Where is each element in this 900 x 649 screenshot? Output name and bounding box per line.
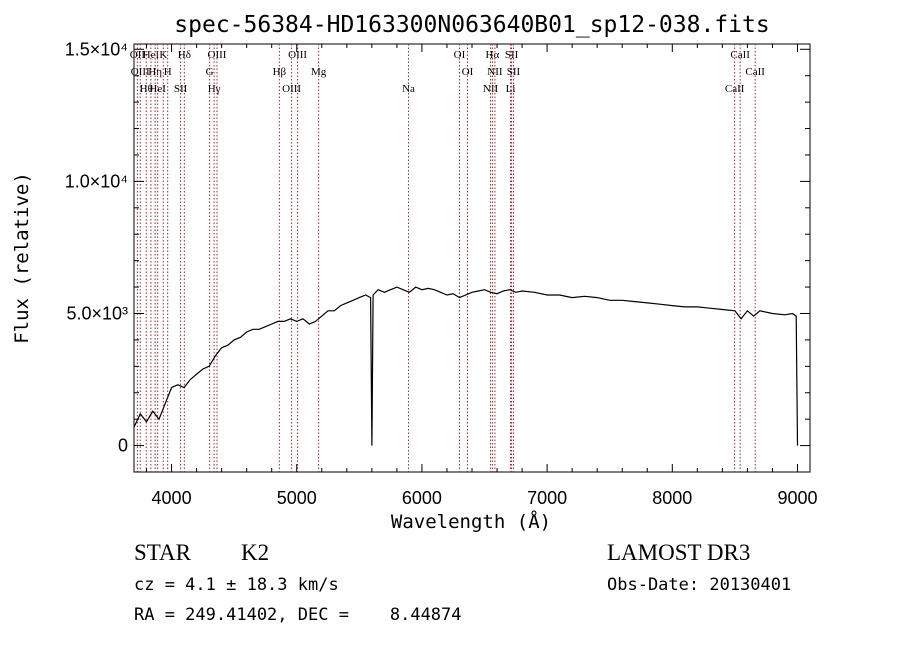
line-marker-label: Li: [506, 83, 516, 95]
line-marker-label: OIII: [282, 83, 301, 95]
line-marker-label: OI: [454, 49, 466, 61]
y-axis-label: Flux (relative): [11, 172, 33, 344]
line-marker-label: Hγ: [208, 83, 221, 95]
y-tick-label: 1.0×10⁴: [65, 171, 128, 191]
x-tick-label: 9000: [777, 488, 817, 508]
line-marker-label: K: [159, 49, 167, 61]
line-marker-label: Hβ: [273, 66, 287, 78]
line-marker-label: Hθ: [140, 83, 153, 95]
line-marker-label: CaII: [725, 83, 745, 95]
line-marker-label: OII: [130, 49, 146, 61]
x-axis-label: Wavelength (Å): [391, 510, 551, 533]
line-marker-label: Hδ: [178, 49, 191, 61]
y-tick-label: 1.5×10⁴: [65, 39, 128, 59]
object-class: STAR: [134, 540, 192, 565]
line-marker-label: HeI: [149, 83, 166, 95]
x-tick-label: 5000: [277, 488, 317, 508]
line-marker-label: OIII: [288, 49, 307, 61]
line-marker-label: G: [206, 66, 214, 78]
line-marker-label: OIII: [208, 49, 227, 61]
plot-frame: [133, 43, 811, 473]
line-marker-label: OI: [462, 66, 474, 78]
obs-date-text: Obs-Date: 20130401: [607, 575, 791, 595]
line-marker-label: CaII: [730, 49, 750, 61]
x-tick-label: 8000: [652, 488, 692, 508]
subclass: K2: [241, 540, 269, 565]
line-marker-label: HeI: [143, 49, 160, 61]
line-marker-label: SII: [505, 49, 519, 61]
line-marker-label: SII: [174, 83, 188, 95]
line-marker-label: NII: [487, 66, 503, 78]
line-marker-label: H: [164, 66, 172, 78]
x-tick-label: 4000: [152, 488, 192, 508]
y-tick-label: 0: [118, 436, 128, 456]
spectrum-line: [133, 286, 799, 446]
line-marker-label: Na: [402, 83, 415, 95]
line-marker-label: Hα: [486, 49, 500, 61]
coordinates-text: RA = 249.41402, DEC = 8.44874: [134, 605, 462, 625]
chart-title: spec-56384-HD163300N063640B01_sp12-038.f…: [174, 12, 769, 38]
line-marker-label: CaII: [745, 66, 765, 78]
line-marker-label: Mg: [311, 66, 327, 78]
redshift-text: cz = 4.1 ± 18.3 km/s: [134, 575, 339, 595]
y-tick-label: 5.0×10³: [66, 303, 128, 323]
x-tick-label: 7000: [527, 488, 567, 508]
line-marker-label: OIII: [131, 66, 150, 78]
line-marker-label: NII: [483, 83, 499, 95]
x-tick-label: 6000: [402, 488, 442, 508]
plot-area: OIIOIIIHθHeIHηHeIKHSIIHδGHγOIIIHβOIIIOII…: [65, 39, 818, 508]
line-marker-label: Hη: [148, 66, 162, 78]
line-marker-label: SII: [507, 66, 521, 78]
survey-label: LAMOST DR3: [607, 540, 750, 565]
